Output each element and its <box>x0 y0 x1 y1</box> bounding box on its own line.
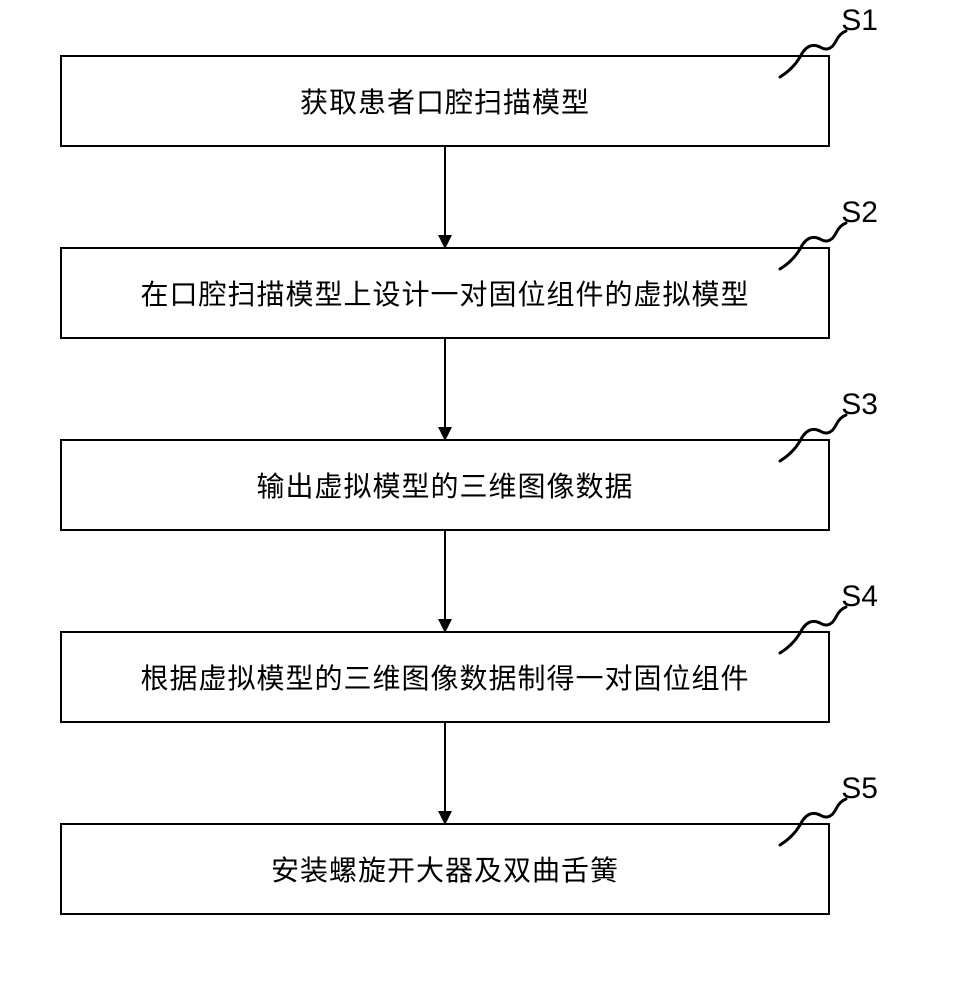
step-label-text: S5 <box>841 772 878 806</box>
step-box-s1: S1 获取患者口腔扫描模型 <box>60 55 830 147</box>
step-text: 获取患者口腔扫描模型 <box>300 81 590 121</box>
squiggle-icon <box>778 29 848 79</box>
squiggle-icon <box>778 221 848 271</box>
step-label-s4: S4 <box>788 585 888 655</box>
step-text: 在口腔扫描模型上设计一对固位组件的虚拟模型 <box>140 273 749 313</box>
flowchart-container: S1 获取患者口腔扫描模型 S2 在口腔扫描模型上设计一对固位组件的虚拟模型 S… <box>60 55 890 915</box>
step-box-s5: S5 安装螺旋开大器及双曲舌簧 <box>60 823 830 915</box>
arrow-icon <box>444 723 446 823</box>
step-box-s3: S3 输出虚拟模型的三维图像数据 <box>60 439 830 531</box>
step-text: 安装螺旋开大器及双曲舌簧 <box>271 849 619 889</box>
step-text: 输出虚拟模型的三维图像数据 <box>256 465 633 505</box>
squiggle-icon <box>778 605 848 655</box>
arrow-icon <box>444 147 446 247</box>
step-label-text: S4 <box>841 580 878 614</box>
step-label-s2: S2 <box>788 201 888 271</box>
arrow-s2-s3 <box>60 339 830 439</box>
step-text: 根据虚拟模型的三维图像数据制得一对固位组件 <box>140 657 749 697</box>
step-label-text: S3 <box>841 388 878 422</box>
arrow-s3-s4 <box>60 531 830 631</box>
arrow-icon <box>444 531 446 631</box>
arrow-s4-s5 <box>60 723 830 823</box>
step-label-s5: S5 <box>788 777 888 847</box>
step-box-s4: S4 根据虚拟模型的三维图像数据制得一对固位组件 <box>60 631 830 723</box>
step-label-s1: S1 <box>788 9 888 79</box>
step-box-s2: S2 在口腔扫描模型上设计一对固位组件的虚拟模型 <box>60 247 830 339</box>
squiggle-icon <box>778 413 848 463</box>
step-label-text: S2 <box>841 196 878 230</box>
step-label-text: S1 <box>841 4 878 38</box>
squiggle-icon <box>778 797 848 847</box>
arrow-icon <box>444 339 446 439</box>
step-label-s3: S3 <box>788 393 888 463</box>
arrow-s1-s2 <box>60 147 830 247</box>
